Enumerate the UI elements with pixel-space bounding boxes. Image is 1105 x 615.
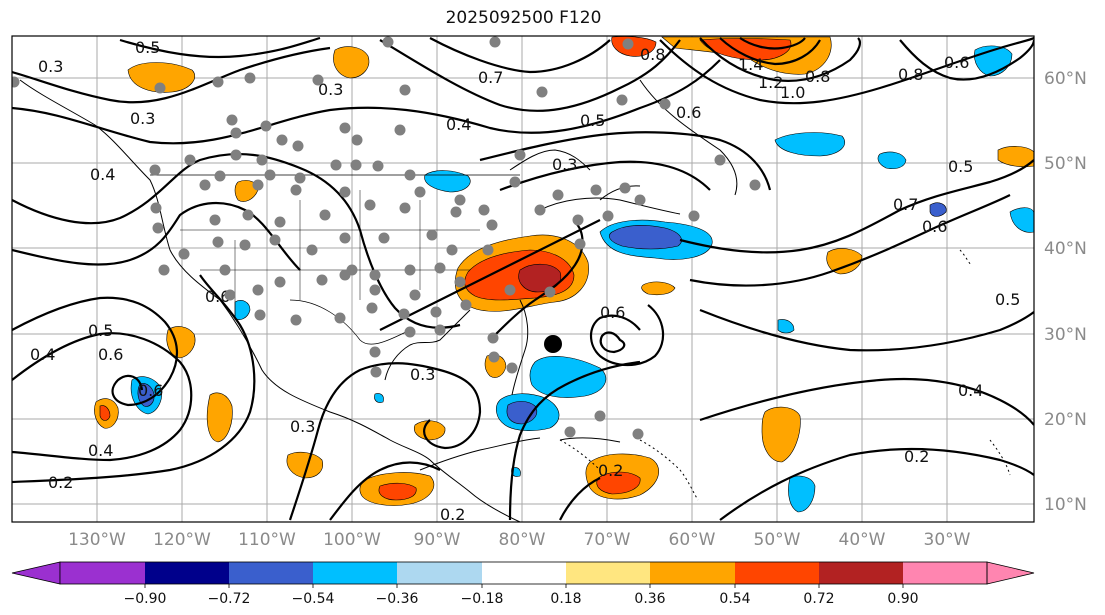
colorbar: −0.90 −0.72 −0.54 −0.36 −0.18 0.18 0.36 … xyxy=(11,561,1035,607)
colorbar-tick-label: 0.18 xyxy=(550,591,581,607)
contour-label: 0.2 xyxy=(904,447,929,466)
contour-label: 0.6 xyxy=(600,303,625,322)
lon-label: 50°W xyxy=(754,530,801,550)
map-frame xyxy=(11,35,1035,523)
gridlines xyxy=(12,36,1034,522)
colorbar-segment xyxy=(819,562,903,584)
contour-label: 0.5 xyxy=(88,321,113,340)
contour-label: 0.4 xyxy=(446,115,471,134)
lon-label: 90°W xyxy=(414,530,461,550)
contour-label: 0.3 xyxy=(318,80,343,99)
contour-label: 0.2 xyxy=(48,473,73,492)
contour-label: 0.4 xyxy=(30,345,55,364)
colorbar-segment xyxy=(650,562,735,584)
colorbar-segment xyxy=(566,562,650,584)
contour-label: 0.7 xyxy=(478,68,503,87)
contour-label: 0.3 xyxy=(38,57,63,76)
colorbar-segment xyxy=(60,562,145,584)
colorbar-segment xyxy=(313,562,397,584)
contour-label: 0.7 xyxy=(893,195,918,214)
colorbar-tick-label: 0.90 xyxy=(887,591,918,607)
contour-label: 0.6 xyxy=(944,53,969,72)
lon-label: 70°W xyxy=(584,530,631,550)
contour-label: 0.4 xyxy=(958,381,983,400)
lon-label: 100°W xyxy=(323,530,381,550)
contour-label: 0.5 xyxy=(135,38,160,57)
longitude-labels: 130°W 120°W 110°W 100°W 90°W 80°W 70°W 6… xyxy=(68,530,971,550)
lat-label: 50°N xyxy=(1044,154,1087,174)
latitude-labels: 60°N 50°N 40°N 30°N 20°N 10°N xyxy=(1044,69,1087,515)
lat-label: 60°N xyxy=(1044,69,1087,89)
contour-label: 0.6 xyxy=(676,103,701,122)
contour-label: 0.4 xyxy=(90,165,115,184)
lon-label: 60°W xyxy=(669,530,716,550)
contour-label: 0.6 xyxy=(138,381,163,400)
lon-label: 40°W xyxy=(839,530,886,550)
contour-label: 1.0 xyxy=(780,83,805,102)
map-content: 0.5 0.3 0.3 0.4 0.3 0.7 0.4 0.5 0.3 0.6 … xyxy=(12,36,1034,524)
contour-label: 0.8 xyxy=(640,45,665,64)
lon-label: 110°W xyxy=(238,530,296,550)
colorbar-segment xyxy=(986,561,1035,585)
colorbar-tick-label: −0.90 xyxy=(124,591,167,607)
contour-label: 0.2 xyxy=(598,461,623,480)
contour-label: 0.2 xyxy=(440,505,465,524)
colorbar-segment xyxy=(11,561,61,585)
contour-lines xyxy=(12,36,1034,521)
contour-label: 0.3 xyxy=(290,417,315,436)
colorbar-segment xyxy=(229,562,313,584)
contour-label: 0.5 xyxy=(948,157,973,176)
contour-label: 0.5 xyxy=(995,290,1020,309)
contour-label: 0.3 xyxy=(552,155,577,174)
colorbar-tick-label: −0.18 xyxy=(461,591,504,607)
coastlines xyxy=(19,79,1011,522)
contour-label: 0.3 xyxy=(410,365,435,384)
colorbar-tick-label: 0.36 xyxy=(634,591,665,607)
contour-label: 0.6 xyxy=(205,287,230,306)
lat-label: 40°N xyxy=(1044,239,1087,259)
colorbar-segment xyxy=(903,562,987,584)
colorbar-tick-label: −0.54 xyxy=(292,591,335,607)
lon-label: 30°W xyxy=(924,530,971,550)
lat-label: 10°N xyxy=(1044,495,1087,515)
colorbar-tick-label: −0.36 xyxy=(376,591,419,607)
contour-label: 1.4 xyxy=(738,55,763,74)
contour-label: 0.3 xyxy=(130,109,155,128)
contour-label: 0.4 xyxy=(88,441,113,460)
colorbar-frame xyxy=(59,561,988,585)
lon-label: 120°W xyxy=(153,530,211,550)
map-title: 2025092500 F120 xyxy=(445,8,602,28)
contour-label: 0.6 xyxy=(922,217,947,236)
contour-label-group: 0.5 0.3 0.3 0.4 0.3 0.7 0.4 0.5 0.3 0.6 … xyxy=(30,38,1020,524)
lat-label: 20°N xyxy=(1044,410,1087,430)
contour-label: 1.2 xyxy=(758,73,783,92)
contour-label: 0.8 xyxy=(898,65,923,84)
contour-label: 0.5 xyxy=(580,111,605,130)
station-dots xyxy=(12,36,761,440)
lon-label: 130°W xyxy=(68,530,126,550)
lat-label: 30°N xyxy=(1044,325,1087,345)
contour-label: 0.8 xyxy=(805,67,830,86)
colorbar-segment xyxy=(735,562,819,584)
colorbar-tick-label: 0.54 xyxy=(719,591,750,607)
colorbar-tick-label: 0.72 xyxy=(803,591,834,607)
storm-center-marker xyxy=(544,335,562,353)
colorbar-segment xyxy=(482,562,566,584)
lon-label: 80°W xyxy=(499,530,546,550)
colorbar-segment xyxy=(397,562,482,584)
contour-label: 0.6 xyxy=(98,345,123,364)
colorbar-tick-label: −0.72 xyxy=(208,591,251,607)
colorbar-segment xyxy=(145,562,229,584)
